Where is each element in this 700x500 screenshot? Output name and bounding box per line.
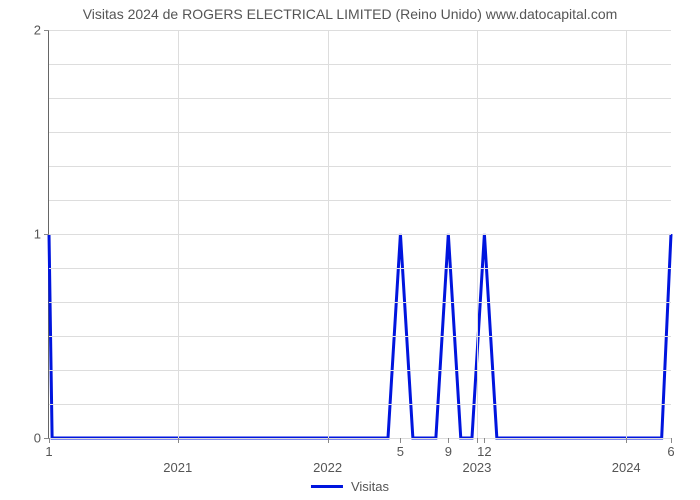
legend-label: Visitas	[351, 479, 389, 494]
xtick-label: 6	[667, 444, 674, 459]
chart-title: Visitas 2024 de ROGERS ELECTRICAL LIMITE…	[0, 0, 700, 22]
gridline-h-minor	[49, 132, 671, 133]
ytick-label: 2	[34, 23, 41, 38]
xtick-mark	[178, 438, 179, 443]
gridline-h-minor	[49, 268, 671, 269]
gridline-v	[626, 30, 627, 438]
xtick-mark	[49, 438, 50, 443]
ytick-label: 0	[34, 431, 41, 446]
xtick-year-label: 2023	[462, 460, 491, 475]
gridline-h-minor	[49, 200, 671, 201]
gridline-v	[477, 30, 478, 438]
legend: Visitas	[311, 479, 389, 494]
xtick-mark	[328, 438, 329, 443]
xtick-mark	[484, 438, 485, 443]
xtick-mark	[448, 438, 449, 443]
xtick-label: 12	[477, 444, 491, 459]
xtick-mark	[477, 438, 478, 443]
gridline-h-minor	[49, 336, 671, 337]
xtick-label: 5	[397, 444, 404, 459]
plot-area: 0121591262021202220232024	[48, 30, 671, 439]
xtick-label: 1	[45, 444, 52, 459]
ytick-mark	[44, 234, 49, 235]
xtick-year-label: 2024	[612, 460, 641, 475]
xtick-mark	[671, 438, 672, 443]
gridline-h	[49, 438, 671, 439]
gridline-v	[178, 30, 179, 438]
xtick-year-label: 2021	[163, 460, 192, 475]
xtick-mark	[400, 438, 401, 443]
gridline-h-minor	[49, 64, 671, 65]
gridline-h-minor	[49, 404, 671, 405]
ytick-label: 1	[34, 227, 41, 242]
legend-swatch	[311, 485, 343, 488]
xtick-label: 9	[445, 444, 452, 459]
ytick-mark	[44, 30, 49, 31]
gridline-h-minor	[49, 98, 671, 99]
gridline-h-minor	[49, 370, 671, 371]
gridline-h	[49, 234, 671, 235]
xtick-mark	[626, 438, 627, 443]
gridline-h	[49, 30, 671, 31]
gridline-h-minor	[49, 166, 671, 167]
gridline-v	[328, 30, 329, 438]
chart-container: Visitas 2024 de ROGERS ELECTRICAL LIMITE…	[0, 0, 700, 500]
xtick-year-label: 2022	[313, 460, 342, 475]
gridline-h-minor	[49, 302, 671, 303]
